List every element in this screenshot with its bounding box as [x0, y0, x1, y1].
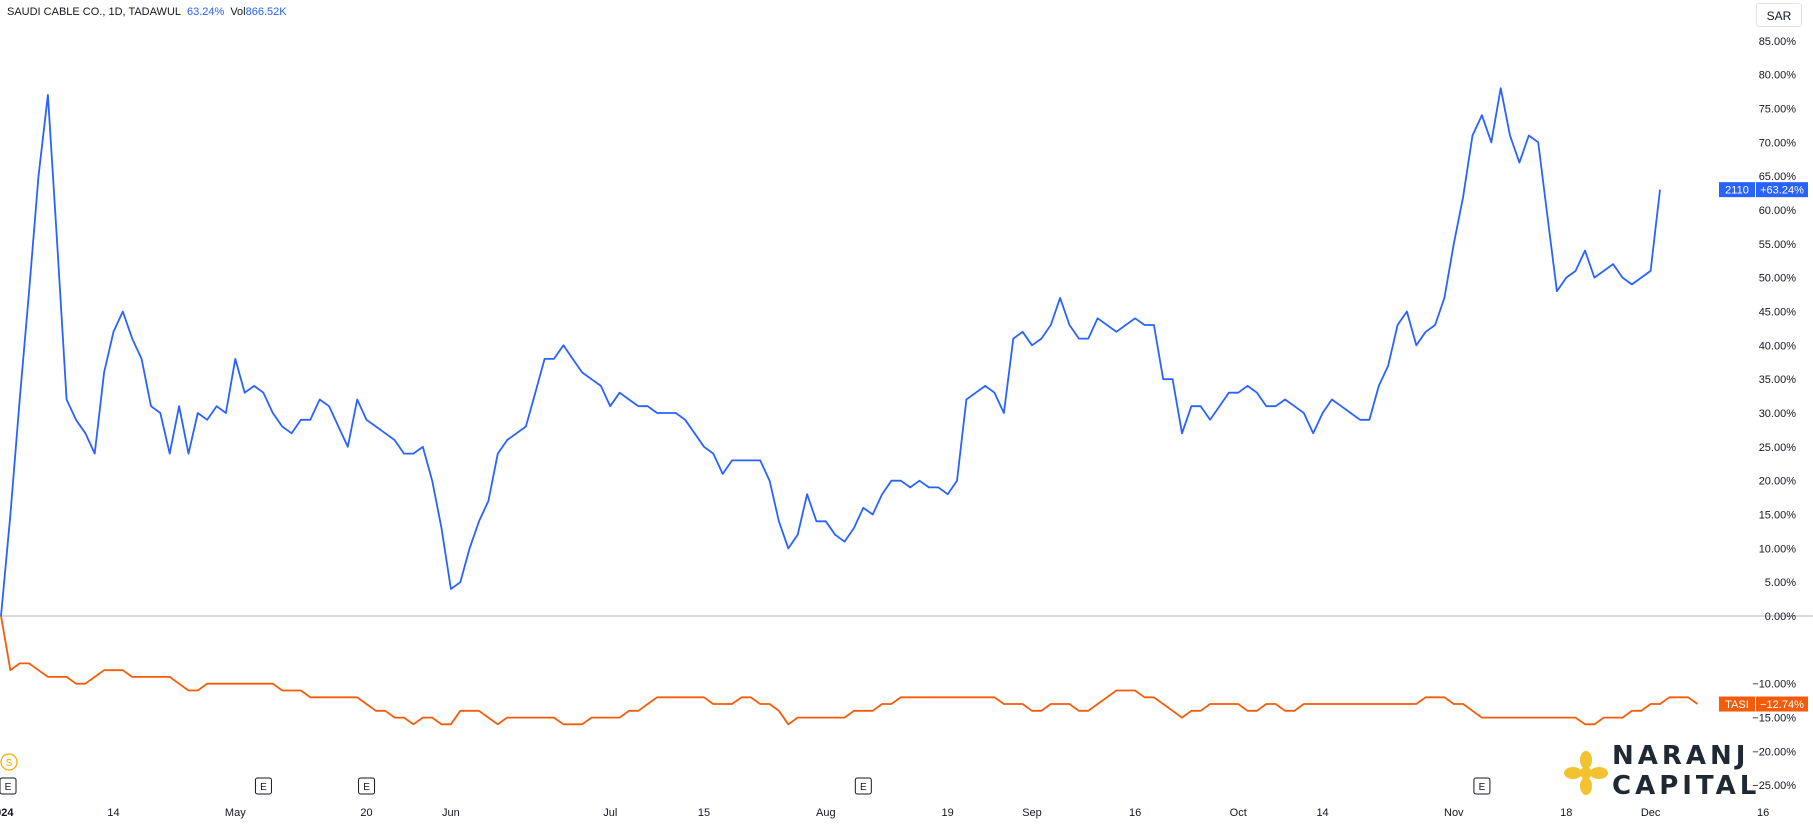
currency-button[interactable]: SAR [1756, 3, 1802, 27]
x-tick-label: Oct [1230, 807, 1247, 819]
volume-label: Vol [230, 6, 246, 18]
split-marker[interactable]: S [0, 753, 18, 771]
y-tick-label: 10.00% [1759, 543, 1797, 555]
price-badge-tasi: TASI −12.74% [1719, 696, 1808, 712]
y-tick-label: 5.00% [1765, 577, 1796, 589]
x-tick-label: May [225, 807, 246, 819]
y-tick-label: 20.00% [1759, 476, 1797, 488]
earnings-marker[interactable]: E [854, 777, 872, 795]
earnings-marker-box [0, 777, 17, 795]
y-tick-label: 40.00% [1759, 340, 1797, 352]
earnings-marker[interactable]: E [358, 777, 376, 795]
earnings-marker-label: E [860, 782, 867, 793]
x-tick-label: Nov [1444, 807, 1464, 819]
x-tick-label: 14 [107, 807, 119, 819]
change-value: 63.24% [187, 6, 225, 18]
earnings-marker-box [358, 777, 376, 795]
earnings-marker[interactable]: E [254, 777, 272, 795]
naranj-capital-logo: NARANJ CAPITAL [1564, 741, 1760, 801]
series-line-tasi[interactable] [0, 615, 1699, 726]
logo-line-2: CAPITAL [1612, 771, 1760, 801]
earnings-marker[interactable]: E [0, 777, 17, 795]
x-tick-label: 19 [942, 807, 954, 819]
y-tick-label: 55.00% [1759, 239, 1797, 251]
x-tick-label: Sep [1022, 807, 1042, 819]
symbol-title: SAUDI CABLE CO., 1D, TADAWUL [7, 6, 182, 18]
x-tick-label: Jul [603, 807, 617, 819]
earnings-marker-label: E [5, 782, 12, 793]
x-axis[interactable]: 2024 14 May 20 Jun Jul 15 Aug 19 Sep 16 Oct 14 Nov 18 D… [0, 807, 1769, 819]
y-tick-label: 0.00% [1765, 611, 1796, 623]
badge-value-bg [1756, 696, 1808, 712]
badge-value-bg [1756, 182, 1808, 198]
series-line-2110[interactable] [0, 87, 1661, 617]
y-tick-label: 80.00% [1759, 70, 1797, 82]
x-tick-label: 2024 [0, 807, 14, 819]
earnings-marker-box [254, 777, 272, 795]
y-tick-label: 85.00% [1759, 36, 1797, 48]
earnings-marker-box [854, 777, 872, 795]
x-tick-label: 20 [360, 807, 372, 819]
y-tick-label: 60.00% [1759, 205, 1797, 217]
split-marker-circle [0, 753, 18, 771]
y-tick-label: 25.00% [1759, 442, 1797, 454]
chart-legend-header: SAUDI CABLE CO., 1D, TADAWUL 63.24% Vol866… [7, 6, 287, 18]
y-tick-label: −25.00% [1752, 780, 1796, 792]
earnings-marker-label: E [260, 782, 267, 793]
event-markers[interactable]: E E E E E S [0, 753, 1491, 795]
volume-value: 866.52K [245, 6, 287, 18]
badge-symbol-tasi: TASI [1725, 699, 1749, 711]
badge-symbol-bg [1719, 696, 1755, 712]
y-tick-label: 30.00% [1759, 408, 1797, 420]
y-tick-label: 50.00% [1759, 273, 1797, 285]
split-marker-label: S [6, 758, 13, 769]
earnings-marker-label: E [363, 782, 370, 793]
badge-value-2110: +63.24% [1760, 185, 1804, 197]
y-tick-label: −15.00% [1752, 713, 1796, 725]
earnings-marker-box [1473, 777, 1491, 795]
y-tick-label: −10.00% [1752, 679, 1796, 691]
earnings-marker-label: E [1479, 782, 1486, 793]
y-tick-label: −20.00% [1752, 746, 1796, 758]
y-tick-label: 70.00% [1759, 137, 1797, 149]
x-tick-label: 18 [1560, 807, 1572, 819]
x-tick-label: 16 [1129, 807, 1141, 819]
y-tick-label: 35.00% [1759, 374, 1797, 386]
x-tick-label: Jun [442, 807, 460, 819]
y-tick-label: 15.00% [1759, 510, 1797, 522]
y-tick-label: 45.00% [1759, 306, 1797, 318]
x-tick-label: 16 [1757, 807, 1769, 819]
badge-value-tasi: −12.74% [1760, 699, 1804, 711]
logo-line-1: NARANJ [1612, 741, 1749, 771]
badge-symbol-bg [1719, 182, 1755, 198]
x-tick-label: 14 [1316, 807, 1328, 819]
price-badge-2110: 2110 +63.24% [1719, 182, 1808, 198]
x-tick-label: 15 [698, 807, 710, 819]
y-tick-label: 75.00% [1759, 103, 1797, 115]
y-tick-label: 65.00% [1759, 171, 1797, 183]
earnings-marker[interactable]: E [1473, 777, 1491, 795]
x-tick-label: Dec [1641, 807, 1661, 819]
badge-symbol-2110: 2110 [1725, 185, 1749, 197]
x-tick-label: Aug [816, 807, 836, 819]
y-axis[interactable]: 85.00% 80.00% 75.00% 70.00% 65.00% 60.00% 55.0… [1752, 36, 1796, 792]
logo-mark-icon [1564, 751, 1608, 795]
